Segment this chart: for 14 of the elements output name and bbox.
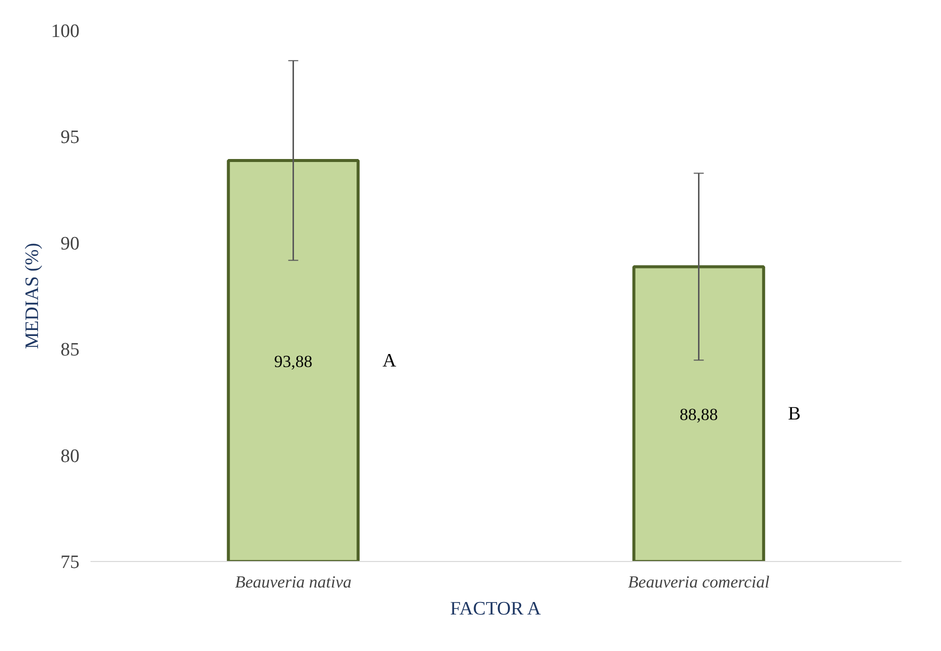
y-tick-label: 75 xyxy=(60,552,80,573)
x-tick-label: Beauveria nativa xyxy=(234,572,352,592)
y-tick-label: 85 xyxy=(60,340,80,361)
data-label: 93,88 xyxy=(274,352,312,371)
y-tick-label: 80 xyxy=(60,446,80,467)
annotation: B xyxy=(788,404,801,425)
annotation: A xyxy=(382,350,396,372)
y-axis-title: MEDIAS (%) xyxy=(22,242,43,350)
y-tick-label: 100 xyxy=(51,21,80,42)
y-tick-label: 90 xyxy=(60,233,80,254)
x-tick-label: Beauveria comercial xyxy=(628,572,770,592)
y-tick-label: 95 xyxy=(60,127,80,148)
x-axis-title: FACTOR A xyxy=(450,598,542,620)
data-label: 88,88 xyxy=(680,405,718,424)
